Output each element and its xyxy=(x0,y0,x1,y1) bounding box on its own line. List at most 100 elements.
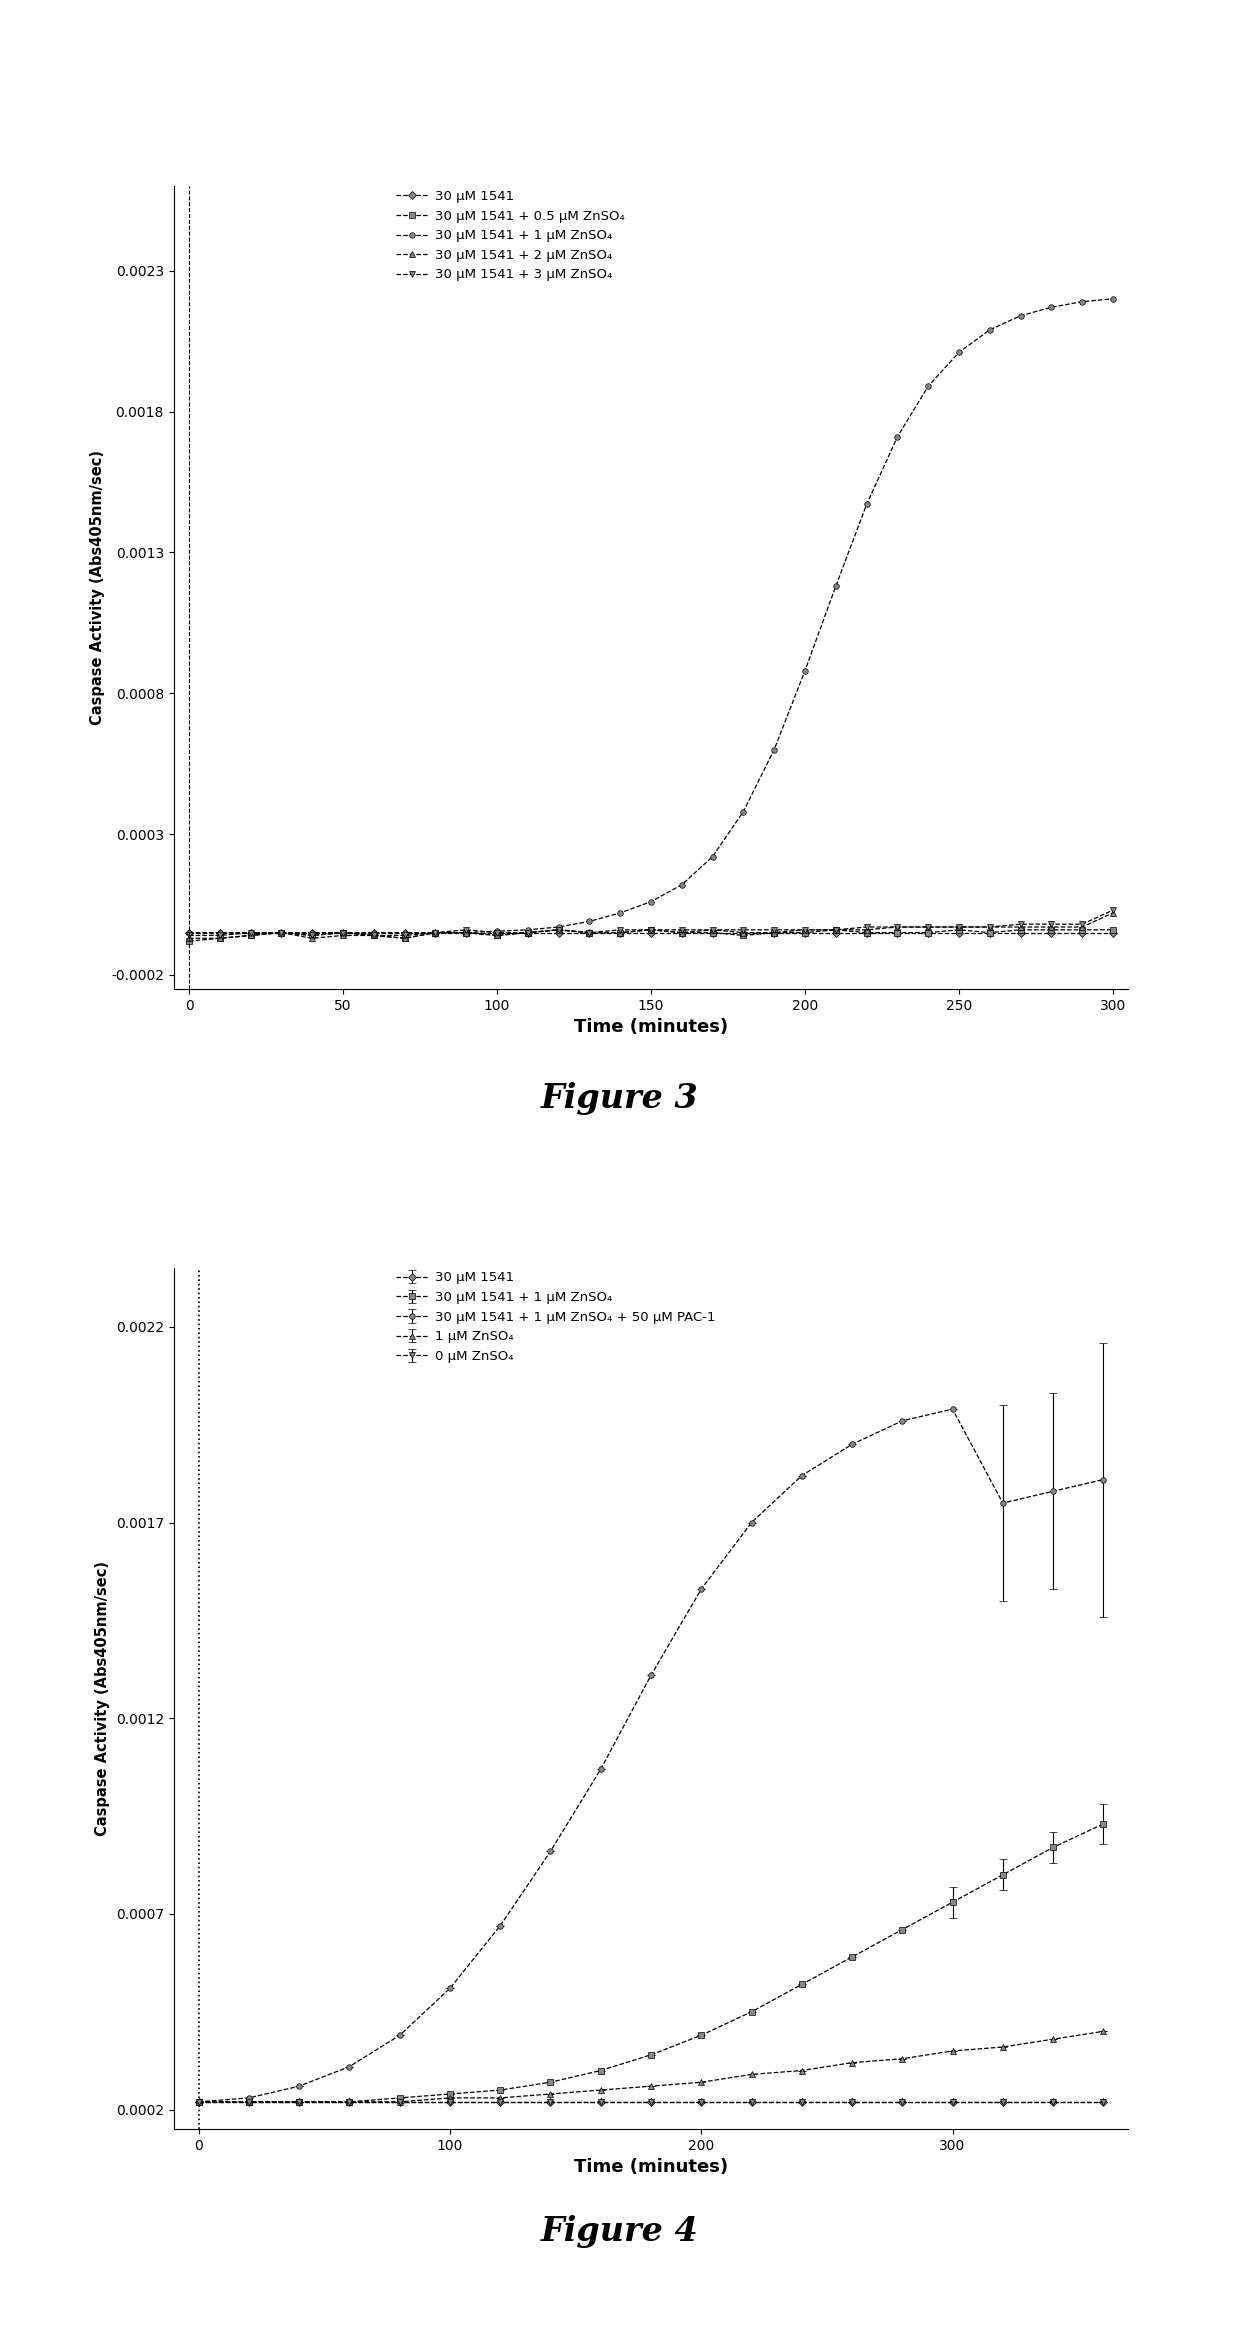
30 μM 1541 + 0.5 μM ZnSO₄ xyxy=(366,921,381,949)
30 μM 1541 + 0.5 μM ZnSO₄ xyxy=(397,924,412,952)
30 μM 1541 + 3 μM ZnSO₄ xyxy=(212,921,227,949)
Line: 30 μM 1541: 30 μM 1541 xyxy=(186,931,1116,935)
30 μM 1541 xyxy=(737,919,751,947)
30 μM 1541 + 0.5 μM ZnSO₄ xyxy=(706,919,720,947)
30 μM 1541 + 3 μM ZnSO₄ xyxy=(644,917,658,945)
30 μM 1541 + 2 μM ZnSO₄ xyxy=(890,912,905,940)
30 μM 1541 + 2 μM ZnSO₄ xyxy=(951,912,966,940)
Text: Figure 3: Figure 3 xyxy=(541,1082,699,1115)
30 μM 1541 + 2 μM ZnSO₄ xyxy=(1075,912,1090,940)
30 μM 1541 + 0.5 μM ZnSO₄ xyxy=(921,919,936,947)
30 μM 1541 + 1 μM ZnSO₄ xyxy=(1044,293,1059,321)
30 μM 1541 + 1 μM ZnSO₄ xyxy=(459,919,474,947)
30 μM 1541 + 0.5 μM ZnSO₄ xyxy=(551,917,565,945)
30 μM 1541 xyxy=(766,919,781,947)
30 μM 1541 + 1 μM ZnSO₄ xyxy=(982,316,997,344)
30 μM 1541 + 2 μM ZnSO₄ xyxy=(1044,912,1059,940)
Legend: 30 μM 1541, 30 μM 1541 + 0.5 μM ZnSO₄, 30 μM 1541 + 1 μM ZnSO₄, 30 μM 1541 + 2 μ: 30 μM 1541, 30 μM 1541 + 0.5 μM ZnSO₄, 3… xyxy=(391,184,630,286)
X-axis label: Time (minutes): Time (minutes) xyxy=(574,1019,728,1036)
30 μM 1541 + 1 μM ZnSO₄ xyxy=(305,919,320,947)
30 μM 1541 + 1 μM ZnSO₄ xyxy=(737,798,751,826)
Text: Figure 4: Figure 4 xyxy=(541,2215,699,2248)
30 μM 1541 + 3 μM ZnSO₄ xyxy=(551,917,565,945)
30 μM 1541 + 1 μM ZnSO₄ xyxy=(582,908,596,935)
30 μM 1541 + 3 μM ZnSO₄ xyxy=(428,919,443,947)
30 μM 1541 + 2 μM ZnSO₄ xyxy=(1013,912,1028,940)
30 μM 1541 + 0.5 μM ZnSO₄ xyxy=(521,919,536,947)
30 μM 1541 + 1 μM ZnSO₄ xyxy=(675,870,689,898)
30 μM 1541 + 1 μM ZnSO₄ xyxy=(890,424,905,451)
30 μM 1541 + 1 μM ZnSO₄ xyxy=(336,919,351,947)
30 μM 1541 + 3 μM ZnSO₄ xyxy=(737,917,751,945)
30 μM 1541 xyxy=(459,919,474,947)
30 μM 1541 + 0.5 μM ZnSO₄ xyxy=(274,919,289,947)
30 μM 1541 + 0.5 μM ZnSO₄ xyxy=(428,919,443,947)
30 μM 1541 xyxy=(859,919,874,947)
30 μM 1541 + 1 μM ZnSO₄ xyxy=(797,656,812,684)
30 μM 1541 xyxy=(243,919,258,947)
30 μM 1541 + 0.5 μM ZnSO₄ xyxy=(490,921,505,949)
30 μM 1541 + 3 μM ZnSO₄ xyxy=(336,919,351,947)
30 μM 1541 + 3 μM ZnSO₄ xyxy=(582,919,596,947)
30 μM 1541 + 3 μM ZnSO₄ xyxy=(490,919,505,947)
30 μM 1541 xyxy=(428,919,443,947)
30 μM 1541 + 2 μM ZnSO₄ xyxy=(305,924,320,952)
30 μM 1541 + 2 μM ZnSO₄ xyxy=(243,921,258,949)
30 μM 1541 + 3 μM ZnSO₄ xyxy=(890,912,905,940)
30 μM 1541 + 2 μM ZnSO₄ xyxy=(212,924,227,952)
30 μM 1541 + 2 μM ZnSO₄ xyxy=(428,919,443,947)
30 μM 1541 xyxy=(644,919,658,947)
30 μM 1541 + 0.5 μM ZnSO₄ xyxy=(336,919,351,947)
30 μM 1541 + 0.5 μM ZnSO₄ xyxy=(1013,917,1028,945)
30 μM 1541 xyxy=(797,919,812,947)
30 μM 1541 xyxy=(397,919,412,947)
30 μM 1541 + 2 μM ZnSO₄ xyxy=(582,919,596,947)
30 μM 1541 + 3 μM ZnSO₄ xyxy=(366,921,381,949)
30 μM 1541 + 0.5 μM ZnSO₄ xyxy=(737,921,751,949)
30 μM 1541 + 2 μM ZnSO₄ xyxy=(613,919,627,947)
30 μM 1541 + 1 μM ZnSO₄ xyxy=(490,917,505,945)
30 μM 1541 xyxy=(212,919,227,947)
30 μM 1541 + 1 μM ZnSO₄ xyxy=(613,898,627,926)
30 μM 1541 + 1 μM ZnSO₄ xyxy=(1075,289,1090,316)
X-axis label: Time (minutes): Time (minutes) xyxy=(574,2159,728,2176)
30 μM 1541 + 2 μM ZnSO₄ xyxy=(982,912,997,940)
30 μM 1541 + 3 μM ZnSO₄ xyxy=(613,917,627,945)
30 μM 1541 + 1 μM ZnSO₄ xyxy=(1106,284,1121,312)
30 μM 1541 + 0.5 μM ZnSO₄ xyxy=(1075,917,1090,945)
Legend: 30 μM 1541, 30 μM 1541 + 1 μM ZnSO₄, 30 μM 1541 + 1 μM ZnSO₄ + 50 μM PAC-1, 1 μM: 30 μM 1541, 30 μM 1541 + 1 μM ZnSO₄, 30 … xyxy=(391,1266,720,1368)
30 μM 1541 + 3 μM ZnSO₄ xyxy=(921,912,936,940)
30 μM 1541 + 0.5 μM ZnSO₄ xyxy=(1044,917,1059,945)
30 μM 1541 + 2 μM ZnSO₄ xyxy=(859,917,874,945)
30 μM 1541 + 0.5 μM ZnSO₄ xyxy=(459,919,474,947)
30 μM 1541 + 2 μM ZnSO₄ xyxy=(737,919,751,947)
30 μM 1541 + 2 μM ZnSO₄ xyxy=(459,919,474,947)
30 μM 1541 + 1 μM ZnSO₄ xyxy=(644,887,658,915)
30 μM 1541 + 2 μM ZnSO₄ xyxy=(828,917,843,945)
30 μM 1541 + 2 μM ZnSO₄ xyxy=(797,917,812,945)
30 μM 1541 + 2 μM ZnSO₄ xyxy=(366,921,381,949)
30 μM 1541 + 2 μM ZnSO₄ xyxy=(921,912,936,940)
30 μM 1541 + 0.5 μM ZnSO₄ xyxy=(797,919,812,947)
30 μM 1541 + 0.5 μM ZnSO₄ xyxy=(613,919,627,947)
30 μM 1541 + 1 μM ZnSO₄ xyxy=(859,491,874,519)
30 μM 1541 + 0.5 μM ZnSO₄ xyxy=(828,917,843,945)
30 μM 1541 + 1 μM ZnSO₄ xyxy=(951,337,966,365)
30 μM 1541 + 1 μM ZnSO₄ xyxy=(274,919,289,947)
30 μM 1541 + 3 μM ZnSO₄ xyxy=(243,919,258,947)
30 μM 1541 + 3 μM ZnSO₄ xyxy=(1106,896,1121,924)
30 μM 1541 + 0.5 μM ZnSO₄ xyxy=(766,919,781,947)
30 μM 1541 + 0.5 μM ZnSO₄ xyxy=(212,924,227,952)
30 μM 1541 + 3 μM ZnSO₄ xyxy=(305,921,320,949)
30 μM 1541 + 3 μM ZnSO₄ xyxy=(766,917,781,945)
30 μM 1541 + 3 μM ZnSO₄ xyxy=(521,919,536,947)
30 μM 1541 + 1 μM ZnSO₄ xyxy=(212,919,227,947)
30 μM 1541 xyxy=(521,919,536,947)
30 μM 1541 + 0.5 μM ZnSO₄ xyxy=(582,919,596,947)
30 μM 1541 + 1 μM ZnSO₄ xyxy=(551,912,565,940)
Line: 30 μM 1541 + 0.5 μM ZnSO₄: 30 μM 1541 + 0.5 μM ZnSO₄ xyxy=(186,926,1116,945)
30 μM 1541 + 3 μM ZnSO₄ xyxy=(1075,910,1090,938)
30 μM 1541 + 0.5 μM ZnSO₄ xyxy=(305,921,320,949)
30 μM 1541 xyxy=(274,919,289,947)
30 μM 1541 + 3 μM ZnSO₄ xyxy=(859,912,874,940)
